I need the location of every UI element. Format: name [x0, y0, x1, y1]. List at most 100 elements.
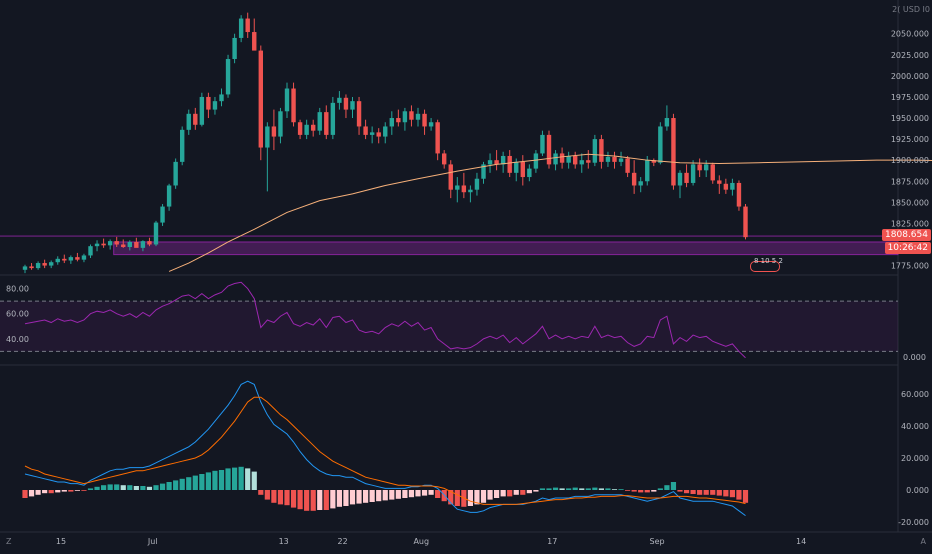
macd-histogram-bar: [107, 484, 113, 490]
candle-body: [507, 155, 512, 173]
rsi-pane[interactable]: 80.00 60.00 40.00 0.000: [0, 281, 926, 362]
auto-scale-button[interactable]: A: [920, 537, 926, 546]
candle-body: [212, 101, 218, 110]
macd-histogram-bar: [212, 470, 218, 490]
rsi-axis-tick: 60.00: [6, 310, 29, 319]
candle-body: [468, 189, 473, 193]
macd-histogram-bar: [638, 490, 644, 493]
candle-body: [317, 112, 322, 131]
candle: [461, 172, 467, 199]
candle: [599, 134, 604, 169]
macd-histogram-bar: [474, 490, 480, 505]
time-axis[interactable]: 15Jul1322Aug17Sep14Oct1221Nov16Dec1423: [56, 537, 932, 546]
candle: [147, 237, 152, 247]
candle-body: [527, 168, 532, 178]
candle: [252, 18, 257, 51]
timezone-icon[interactable]: Z: [6, 537, 12, 546]
candle: [186, 109, 191, 135]
candle: [474, 172, 480, 196]
candle: [166, 183, 172, 211]
macd-histogram-bar: [205, 472, 211, 490]
rsi-band-fill: [0, 301, 898, 352]
candle: [468, 185, 473, 203]
candle: [258, 45, 263, 161]
currency-label[interactable]: 2( USD I0: [892, 5, 930, 14]
time-axis-tick: 13: [279, 537, 289, 546]
candle: [684, 164, 689, 188]
candle: [553, 150, 558, 171]
candle: [540, 130, 545, 156]
macd-histogram-bar: [186, 477, 192, 490]
candle: [350, 96, 355, 119]
candle-body: [723, 183, 729, 190]
macd-histogram-bar: [382, 490, 388, 501]
price-badge: 1808.654: [882, 229, 931, 241]
currency-text: USD: [902, 5, 920, 14]
moving-average-line: [168, 153, 932, 272]
macd-histogram-bar: [736, 490, 742, 500]
macd-pane[interactable]: 60.000 40.000 20.000 0.000 -20.000: [22, 380, 929, 527]
price-axis-tick: 1950.000: [891, 114, 929, 123]
macd-histogram-bar: [140, 486, 146, 490]
price-pane[interactable]: 2050.000 2025.000 2000.000 1975.000 1950.000…: [0, 12, 932, 274]
candle: [677, 170, 683, 199]
macd-histogram-bar: [494, 490, 500, 498]
macd-histogram-bar: [631, 490, 637, 492]
macd-histogram-bar: [513, 490, 519, 495]
event-marker[interactable]: 8 10 5 2: [750, 257, 783, 272]
candle-body: [356, 101, 362, 127]
macd-histogram-bar: [94, 486, 100, 490]
macd-histogram-bar: [277, 490, 284, 505]
time-badge: 10:26:42: [884, 242, 931, 254]
candle-body: [533, 153, 539, 169]
event-marker-text: 8 10 5 2: [754, 257, 783, 265]
macd-histogram-bar: [304, 490, 310, 511]
macd-histogram-bar: [539, 488, 546, 490]
rsi-line: [24, 281, 746, 359]
macd-histogram-bar: [146, 486, 153, 490]
candle: [389, 111, 394, 135]
candle-body: [402, 111, 408, 123]
macd-histogram-bar: [585, 488, 591, 490]
macd-axis-tick: -20.000: [898, 518, 929, 527]
price-axis-tick: 1850.000: [891, 198, 929, 207]
candle-body: [121, 244, 126, 248]
candle-body: [75, 257, 80, 260]
macd-histogram-bar: [677, 490, 683, 492]
candle-body: [631, 172, 637, 186]
macd-histogram-bar: [173, 480, 179, 490]
macd-axis-tick: 0.000: [906, 486, 929, 495]
candle: [500, 151, 506, 173]
time-axis-tick: 17: [547, 537, 557, 546]
candle-body: [474, 178, 480, 190]
price-axis-tick: 1900.000: [891, 156, 929, 165]
candle: [579, 153, 584, 173]
candle-body: [383, 126, 388, 137]
price-axis-tick: 2050.000: [891, 30, 929, 39]
candle-body: [415, 113, 421, 120]
candle: [225, 54, 231, 98]
candle-body: [618, 158, 624, 162]
candle: [592, 134, 598, 167]
macd-histogram-bar: [363, 490, 369, 503]
candle-body: [704, 164, 709, 171]
candle: [520, 155, 525, 186]
macd-histogram-bar: [120, 485, 126, 490]
candle: [311, 119, 316, 137]
candle-body: [389, 118, 394, 127]
candle: [723, 178, 729, 194]
macd-histogram-bar: [343, 490, 349, 506]
candle: [415, 107, 421, 127]
macd-histogram-bar: [507, 490, 513, 497]
candle-body: [29, 266, 34, 269]
macd-histogram-bar: [323, 490, 329, 510]
candle-body: [127, 241, 132, 248]
candle-body: [500, 155, 506, 165]
candle-body: [369, 132, 375, 135]
candle-body: [140, 241, 146, 248]
candle: [22, 264, 28, 274]
candle-body: [514, 161, 519, 173]
macd-histogram-bar: [664, 485, 670, 490]
